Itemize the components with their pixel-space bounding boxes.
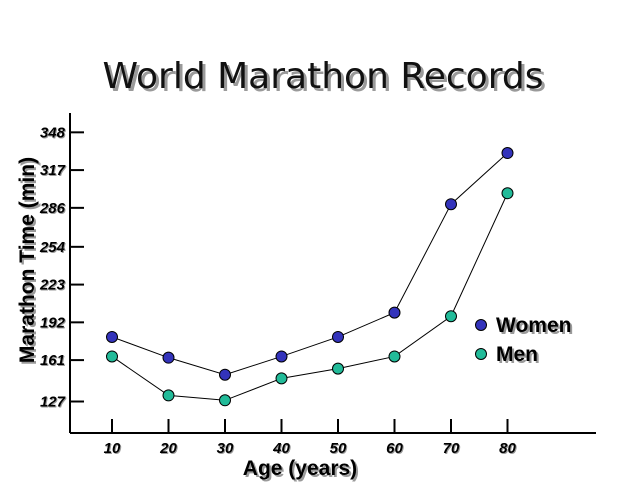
x-tick-label-shadow: 70 xyxy=(444,441,461,458)
x-tick-label-shadow: 60 xyxy=(387,441,404,458)
data-point-women xyxy=(162,351,175,364)
x-tick-label-shadow: 20 xyxy=(160,441,178,458)
legend-label-shadow: Women xyxy=(498,316,573,339)
y-tick-label-shadow: 127 xyxy=(41,395,67,412)
y-tick-label: 223 xyxy=(39,277,66,294)
x-tick-label: 40 xyxy=(272,440,290,457)
data-point-women xyxy=(388,306,401,319)
legend-marker-men xyxy=(475,348,487,360)
legend-label-women: Women xyxy=(496,314,571,337)
chart-title-group: World Marathon Records World Marathon Re… xyxy=(103,56,547,100)
x-tick-label: 30 xyxy=(217,440,234,457)
x-tick-label-shadow: 50 xyxy=(331,441,348,458)
y-tick-label: 286 xyxy=(39,200,66,217)
x-tick-label: 60 xyxy=(386,440,403,457)
x-tick-label-shadow: 30 xyxy=(218,441,235,458)
y-tick-label-shadow: 161 xyxy=(41,353,66,370)
series-points xyxy=(106,147,514,407)
y-axis-label-group: Marathon Time (min) Marathon Time (min) xyxy=(16,157,41,365)
x-axis-label-group: Age (years) Age (years) xyxy=(243,457,359,482)
x-tick-label-shadow: 40 xyxy=(273,441,291,458)
data-point-men xyxy=(162,389,175,402)
y-tick-label-shadow: 254 xyxy=(40,240,67,257)
series-line-women xyxy=(111,152,508,376)
y-tick-label-shadow: 192 xyxy=(41,315,67,332)
data-point-men xyxy=(219,394,231,407)
data-point-men xyxy=(445,310,457,323)
x-axis-label: Age (years) xyxy=(243,457,357,480)
y-tick-label-shadow: 223 xyxy=(40,278,67,295)
x-tick-label: 10 xyxy=(104,440,121,457)
y-tick-label-shadow: 317 xyxy=(41,163,67,180)
y-axis-label-shadow: Marathon Time (min) xyxy=(18,159,41,365)
chart-title-shadow: World Marathon Records xyxy=(106,59,547,100)
series-lines xyxy=(111,152,508,401)
chart-title: World Marathon Records xyxy=(103,56,544,97)
y-tick-label: 348 xyxy=(40,124,66,141)
x-tick-label: 50 xyxy=(330,440,347,457)
y-tick-label-shadow: 348 xyxy=(41,125,67,142)
x-axis-label-shadow: Age (years) xyxy=(245,459,359,482)
y-ticks: 3483483173172862862542542232231921921611… xyxy=(39,124,84,412)
legend-label-men: Men xyxy=(496,343,538,366)
legend-marker-women xyxy=(475,319,487,331)
x-tick-label: 70 xyxy=(443,440,460,457)
y-tick-label: 127 xyxy=(40,394,66,411)
legend-label-shadow: Men xyxy=(498,345,540,368)
x-tick-label: 80 xyxy=(499,440,516,457)
data-point-women xyxy=(275,350,288,363)
y-tick-label: 192 xyxy=(40,314,66,331)
data-point-men xyxy=(275,372,288,385)
data-point-men xyxy=(388,350,401,363)
data-point-men xyxy=(332,362,344,375)
y-tick-label: 161 xyxy=(40,352,65,369)
x-tick-label: 20 xyxy=(159,440,177,457)
data-point-men xyxy=(501,187,514,200)
data-point-women xyxy=(332,330,344,343)
y-tick-label: 317 xyxy=(40,162,66,179)
y-tick-label-shadow: 286 xyxy=(40,201,67,218)
axes xyxy=(69,113,596,434)
y-axis-label: Marathon Time (min) xyxy=(16,157,39,363)
y-tick-label: 254 xyxy=(39,239,66,256)
series-line-men xyxy=(111,193,508,401)
x-tick-label-shadow: 80 xyxy=(500,441,517,458)
x-tick-label-shadow: 10 xyxy=(105,441,122,458)
data-point-women xyxy=(219,368,231,381)
data-point-women xyxy=(106,330,118,343)
data-point-women xyxy=(445,198,457,211)
data-point-women xyxy=(501,147,514,160)
data-point-men xyxy=(106,350,118,363)
